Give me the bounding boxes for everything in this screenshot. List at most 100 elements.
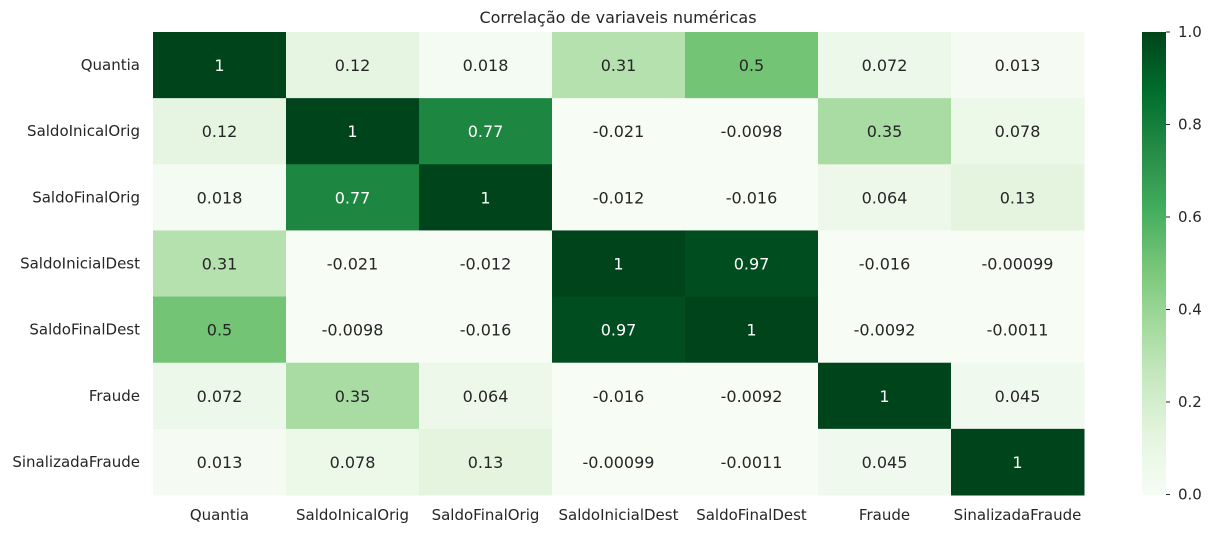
x-tick-label: SaldoFinalOrig [432,506,540,524]
heatmap-cell [818,362,952,430]
heatmap-cell [685,164,819,231]
cell-annotation: -0.012 [593,188,645,207]
y-tick-label: SaldoFinalDest [29,321,140,339]
cell-annotation: -0.0092 [721,387,783,406]
y-tick-label: SaldoInicialDest [20,255,140,273]
heatmap-cell [153,296,287,364]
heatmap-cell [552,164,686,231]
cell-annotation: -0.016 [726,188,778,207]
heatmap-cell [951,428,1085,496]
heatmap-cell [286,230,420,298]
cell-annotation: -0.012 [460,255,512,274]
cell-annotation: 0.12 [202,122,238,141]
heatmap-cell [552,98,686,165]
cell-annotation: 0.078 [995,122,1041,141]
heatmap-cell [818,230,952,298]
heatmap-cell [419,32,553,99]
chart-title: Correlação de variaveis numéricas [479,8,756,27]
heatmap-cell [552,296,686,364]
cell-annotation: 1 [347,122,357,141]
heatmap-cell [818,164,952,231]
y-tick-label: SaldoInicalOrig [27,122,140,140]
colorbar: 0.0 0.2 0.4 0.6 0.8 1.0 [1142,23,1202,503]
cell-annotation: -0.00099 [583,453,655,472]
heatmap-cell [286,98,420,165]
heatmap-cell [685,296,819,364]
heatmap-cell [685,32,819,99]
heatmap-cell [286,362,420,430]
heatmap-cell [951,230,1085,298]
heatmap-cell [552,230,686,298]
cell-annotation: -0.0011 [987,321,1049,340]
y-tick-label: SaldoFinalOrig [32,188,140,206]
cell-annotation: -0.00099 [982,255,1054,274]
y-tick-label: Fraude [89,387,140,405]
cell-annotation: 0.13 [1000,188,1036,207]
heatmap-cell [818,32,952,99]
heatmap-cell [951,98,1085,165]
heatmap-cell [685,230,819,298]
heatmap-cell [419,296,553,364]
y-tick-labels: Quantia SaldoInicalOrig SaldoFinalOrig Sald… [12,56,140,471]
y-tick-label: SinalizadaFraude [12,453,140,471]
colorbar-tick-label: 0.4 [1178,300,1202,318]
colorbar-tick-label: 0.0 [1178,485,1202,503]
cell-annotation: 0.018 [197,188,243,207]
colorbar-ticks: 0.0 0.2 0.4 0.6 0.8 1.0 [1166,23,1202,503]
cell-annotation: 1 [480,188,490,207]
cell-annotation: 0.018 [463,56,509,75]
cell-annotation: 0.97 [601,321,637,340]
cell-annotation: -0.021 [593,122,645,141]
cell-annotation: -0.016 [593,387,645,406]
heatmap-cell [419,362,553,430]
y-tick-label: Quantia [81,56,140,74]
x-tick-label: SinalizadaFraude [954,506,1082,524]
colorbar-tick-label: 1.0 [1178,23,1202,41]
heatmap-cell [685,98,819,165]
heatmap-cell [419,164,553,231]
heatmap-cell [419,428,553,496]
cell-annotation: -0.0098 [322,321,384,340]
colorbar-tick-label: 0.8 [1178,115,1202,133]
heatmap-cell [951,296,1085,364]
cell-annotation: 0.5 [207,321,232,340]
cell-annotation: 0.064 [862,188,908,207]
heatmap-cell [685,428,819,496]
cell-annotation: 0.12 [335,56,371,75]
cell-annotation: 0.045 [995,387,1041,406]
cell-annotation: 1 [613,255,623,274]
heatmap-cell [153,164,287,231]
cell-annotation: 0.072 [862,56,908,75]
cell-annotation: 0.35 [335,387,371,406]
colorbar-tick-label: 0.2 [1178,393,1202,411]
heatmap-cell [153,98,287,165]
heatmap-cell [951,362,1085,430]
heatmap-cell [951,32,1085,99]
heatmap-cell [818,98,952,165]
cell-annotation: 0.5 [739,56,764,75]
heatmap-cell [286,164,420,231]
cell-annotation: 0.045 [862,453,908,472]
heatmap-cell [153,230,287,298]
heatmap-cell [153,32,287,99]
heatmap-cell [552,428,686,496]
cell-annotation: 1 [1012,453,1022,472]
cell-annotation: 1 [746,321,756,340]
heatmap-cell [552,362,686,430]
cell-annotation: -0.0098 [721,122,783,141]
colorbar-tick-label: 0.6 [1178,208,1202,226]
x-tick-label: Fraude [859,506,910,524]
cell-annotation: 0.013 [197,453,243,472]
cell-annotation: -0.0092 [854,321,916,340]
cell-annotation: -0.016 [460,321,512,340]
x-tick-label: Quantia [190,506,249,524]
cell-annotation: 0.13 [468,453,504,472]
heatmap-cell [153,428,287,496]
heatmap-cell [419,98,553,165]
cell-annotation: 0.064 [463,387,509,406]
x-tick-label: SaldoFinalDest [696,506,807,524]
cell-annotation: 0.77 [335,188,371,207]
heatmap-cell [419,230,553,298]
colorbar-gradient [1142,32,1166,495]
